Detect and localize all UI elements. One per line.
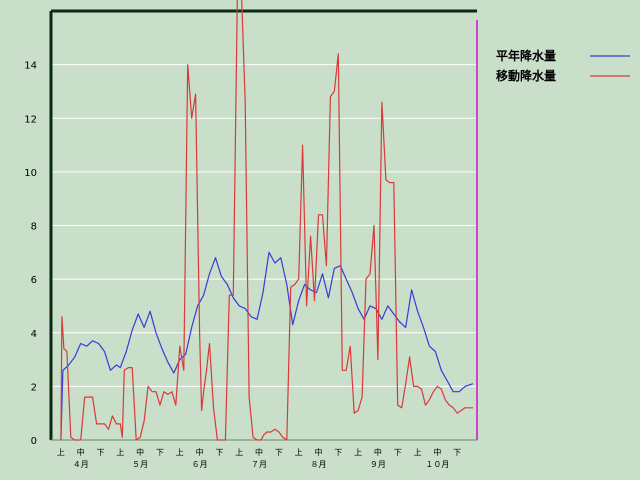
x-tick-label: 下 — [334, 448, 342, 457]
series-line-1 — [60, 0, 473, 441]
x-tick-label: 上 — [235, 448, 243, 457]
x-tick-label: 中 — [374, 447, 382, 457]
x-tick-label: 上 — [414, 448, 422, 457]
y-tick-label: 12 — [24, 114, 37, 125]
grid — [51, 64, 477, 387]
y-tick-label: 0 — [31, 436, 37, 447]
x-tick-label: 中 — [433, 447, 441, 457]
x-tick-label: 下 — [97, 448, 105, 457]
month-label: １０月 — [425, 460, 449, 469]
y-tick-label: 14 — [24, 61, 37, 72]
x-tick-label: 上 — [176, 448, 184, 457]
y-tick-label: 4 — [31, 329, 37, 340]
plot-frame — [49, 9, 478, 441]
series-line-0 — [60, 251, 474, 441]
x-tick-label: 下 — [394, 448, 402, 457]
y-tick-label: 10 — [24, 168, 37, 179]
legend-label-0: 平年降水量 — [496, 48, 556, 63]
legend-label-1: 移動降水量 — [496, 68, 556, 83]
y-tick-label: 8 — [31, 222, 37, 233]
x-tick-label: 中 — [314, 447, 322, 457]
month-label: ９月 — [370, 460, 386, 469]
series-layer — [60, 0, 474, 441]
x-tick-label: 下 — [453, 448, 461, 457]
month-label: ６月 — [192, 460, 208, 469]
x-tick-label: 上 — [295, 448, 303, 457]
x-tick-label: 下 — [215, 448, 223, 457]
x-tick-label: 中 — [136, 447, 144, 457]
x-tick-label: 下 — [156, 448, 164, 457]
x-axis: 上 中 下 上 中 下 上 中 下 上 中 下 上 中 下 上 中 下 上 中 下 ４月 ５月 ６月 ７月 ８月 ９月 １０月 — [57, 447, 461, 469]
x-tick-label: 中 — [255, 447, 263, 457]
y-tick-label: 2 — [31, 382, 37, 393]
x-tick-label: 中 — [196, 447, 204, 457]
x-tick-label: 中 — [77, 447, 85, 457]
x-tick-label: 上 — [354, 448, 362, 457]
month-label: ４月 — [73, 460, 89, 469]
x-tick-label: 下 — [275, 448, 283, 457]
x-tick-label: 上 — [57, 448, 65, 457]
x-tick-label: 上 — [116, 448, 124, 457]
month-label: ７月 — [251, 460, 267, 469]
y-axis: 0 2 4 6 8 10 12 14 — [24, 61, 37, 447]
y-tick-label: 6 — [31, 275, 37, 286]
month-label: ８月 — [310, 460, 326, 469]
month-label: ５月 — [132, 460, 148, 469]
